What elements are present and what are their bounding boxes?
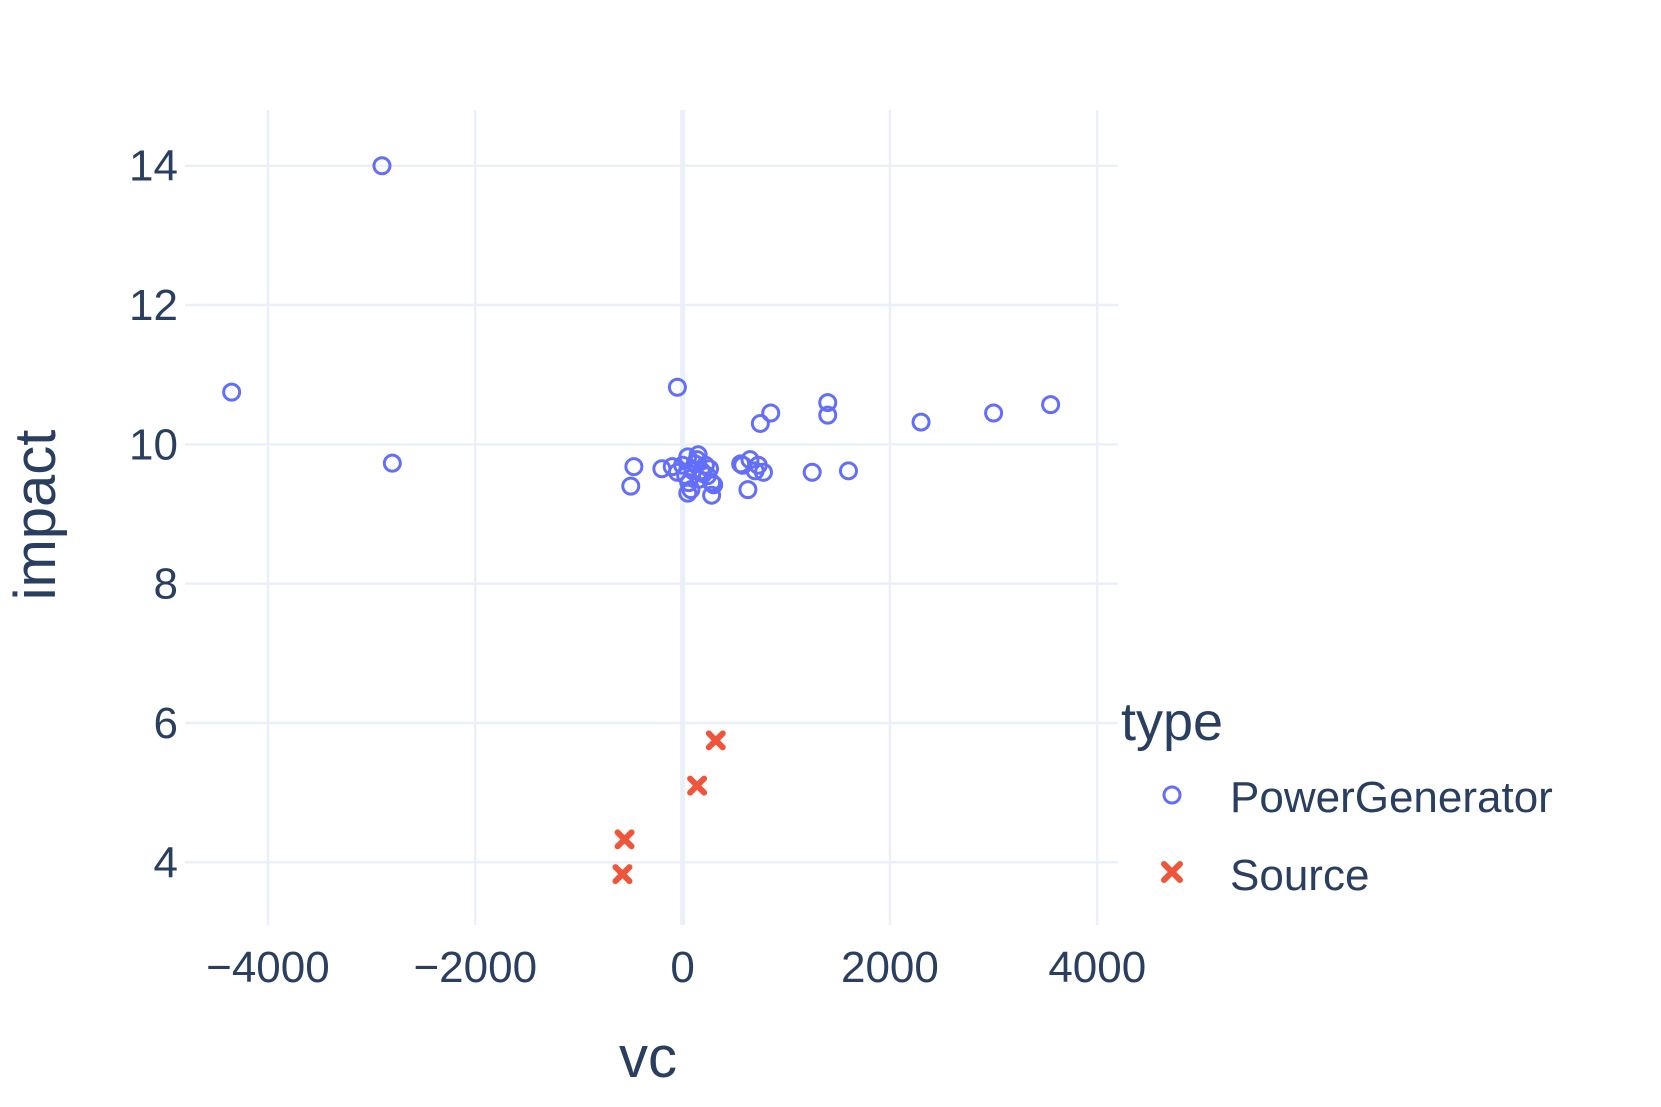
data-point-powergenerator: [984, 403, 1004, 423]
y-tick-label: 12: [129, 281, 178, 330]
y-axis-ticks: 4 6 8 10 12 14: [129, 142, 178, 888]
legend-circle-marker: [1162, 785, 1182, 805]
data-point-powergenerator: [738, 480, 758, 500]
y-tick-label: 6: [154, 699, 178, 748]
data-point-powergenerator: [702, 485, 722, 505]
data-point-powergenerator: [802, 462, 822, 482]
y-tick-label: 10: [129, 420, 178, 469]
legend-item-source: Source: [1161, 851, 1369, 900]
legend-item-powergenerator: PowerGenerator: [1162, 773, 1553, 822]
legend-label-source: Source: [1230, 851, 1369, 900]
y-tick-label: 8: [154, 560, 178, 609]
data-point-powergenerator: [695, 455, 715, 475]
x-tick-label: 0: [670, 943, 694, 992]
x-axis-title: vc: [619, 1025, 677, 1090]
x-tick-label: −2000: [413, 943, 537, 992]
gridlines: [185, 110, 1118, 925]
legend-label-powergenerator: PowerGenerator: [1230, 773, 1553, 822]
data-point-powergenerator: [621, 476, 641, 496]
y-axis-title: impact: [3, 430, 68, 601]
data-point-source: [614, 829, 635, 850]
data-point-powergenerator: [704, 475, 724, 495]
data-point-powergenerator: [382, 453, 402, 473]
data-point-powergenerator: [662, 457, 682, 477]
data-point-powergenerator: [818, 393, 838, 413]
data-point-powergenerator: [838, 461, 858, 481]
y-tick-label: 4: [154, 838, 178, 887]
data-point-powergenerator: [753, 462, 773, 482]
data-point-source: [705, 730, 726, 751]
legend-x-marker: [1161, 861, 1183, 883]
x-tick-label: 4000: [1048, 943, 1146, 992]
data-point-powergenerator: [702, 473, 722, 493]
data-point-source: [612, 864, 633, 885]
data-point-powergenerator: [667, 377, 687, 397]
y-tick-label: 14: [129, 142, 178, 191]
data-point-source: [687, 775, 708, 796]
x-axis-ticks: −4000 −2000 0 2000 4000: [206, 943, 1146, 992]
data-point-powergenerator: [624, 457, 644, 477]
data-point-powergenerator: [372, 156, 392, 176]
legend: type PowerGenerator Source: [1121, 692, 1553, 900]
data-point-powergenerator: [1041, 395, 1061, 415]
data-points: [222, 156, 1061, 885]
legend-title: type: [1121, 692, 1223, 752]
data-point-powergenerator: [750, 413, 770, 433]
data-point-powergenerator: [818, 405, 838, 425]
data-point-powergenerator: [761, 403, 781, 423]
data-point-powergenerator: [222, 382, 242, 402]
x-tick-label: −4000: [206, 943, 330, 992]
data-point-powergenerator: [678, 483, 698, 503]
x-tick-label: 2000: [841, 943, 939, 992]
data-point-powergenerator: [911, 412, 931, 432]
